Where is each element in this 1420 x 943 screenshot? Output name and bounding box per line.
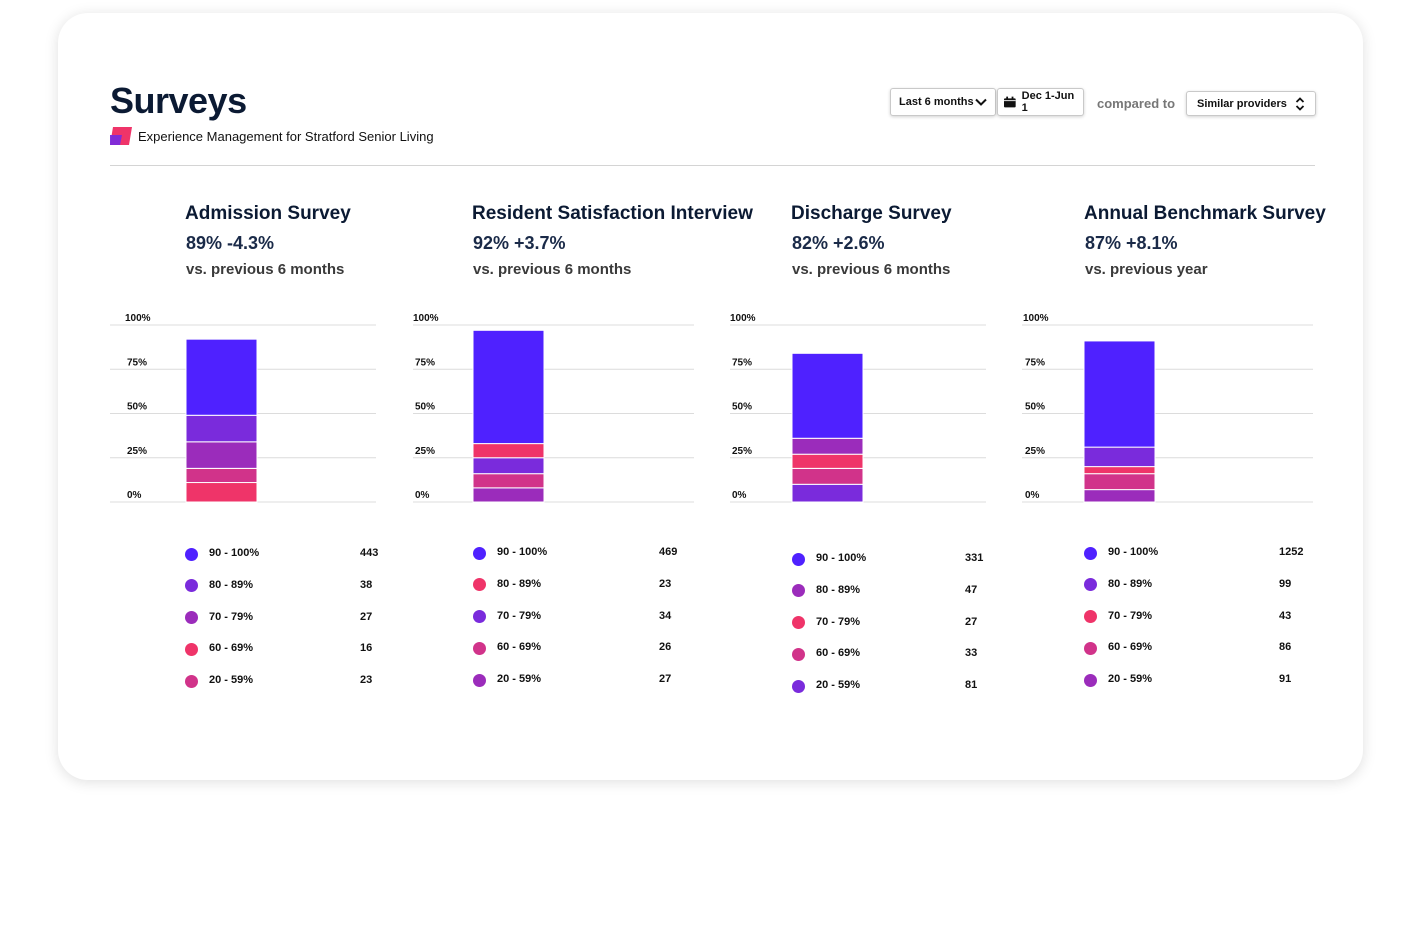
legend-label: 20 - 59% <box>816 679 861 691</box>
legend-label: 20 - 59% <box>1108 673 1153 685</box>
legend-count: 331 <box>965 552 984 564</box>
legend-label: 90 - 100% <box>497 546 548 558</box>
legend-dot-icon <box>1084 641 1097 655</box>
legend-label: 80 - 89% <box>209 578 254 591</box>
legend-label: 70 - 79% <box>497 609 542 622</box>
header-divider <box>110 165 1315 166</box>
legend-label: 90 - 100% <box>209 547 260 559</box>
legend-count: 33 <box>965 647 978 660</box>
survey-title: Admission Survey <box>185 203 351 224</box>
legend-dot-icon <box>792 679 805 693</box>
legend-dot-icon <box>473 546 486 560</box>
legend-count: 43 <box>1279 609 1292 622</box>
legend-label: 70 - 79% <box>209 610 254 623</box>
legend-count: 81 <box>965 679 978 691</box>
period-dropdown[interactable]: Last 6 months <box>890 88 996 116</box>
legend-dot-icon <box>792 552 805 566</box>
legend-dot-icon <box>1084 578 1097 592</box>
survey-score: 92% +3.7% <box>473 233 566 253</box>
page-subtitle: Experience Management for Stratford Seni… <box>138 128 434 144</box>
date-range-button[interactable]: Dec 1-Jun 1 <box>997 88 1084 116</box>
compare-select-value: Similar providers <box>1197 97 1287 110</box>
legend-count: 91 <box>1279 673 1292 685</box>
survey-title: Annual Benchmark Survey <box>1084 203 1326 224</box>
legend-count: 27 <box>965 615 978 628</box>
legend-label: 20 - 59% <box>497 673 542 685</box>
legend-label: 90 - 100% <box>1108 546 1159 558</box>
legend-dot-icon <box>1084 610 1097 623</box>
legend-count: 99 <box>1279 577 1292 590</box>
calendar-icon <box>1004 96 1016 108</box>
legend-count: 26 <box>659 641 672 654</box>
legend-label: 60 - 69% <box>497 641 542 654</box>
legend-dot-icon <box>473 673 486 687</box>
survey-score: 82% +2.6% <box>792 233 885 253</box>
legend-count: 27 <box>659 673 672 685</box>
legend-count: 16 <box>360 642 373 655</box>
survey-comparison: vs. previous 6 months <box>186 261 345 278</box>
legend-dot-icon <box>473 578 486 592</box>
legend-label: 60 - 69% <box>1108 641 1153 654</box>
survey-comparison: vs. previous 6 months <box>792 261 951 278</box>
survey-title: Discharge Survey <box>791 203 952 224</box>
legend-dot-icon <box>185 674 198 688</box>
subtitle-row: Experience Management for Stratford Seni… <box>110 127 434 145</box>
survey-score: 87% +8.1% <box>1085 233 1178 253</box>
date-range-label: Dec 1-Jun 1 <box>1021 90 1075 114</box>
legend-count: 47 <box>965 583 978 596</box>
legend-dot-icon <box>1084 546 1097 560</box>
legend-count: 443 <box>360 547 379 559</box>
legend-dot-icon <box>185 579 198 593</box>
legend-label: 60 - 69% <box>209 642 254 655</box>
period-dropdown-label: Last 6 months <box>899 96 974 108</box>
legend-count: 23 <box>659 577 672 590</box>
legend-count: 34 <box>659 609 672 622</box>
legend-dot-icon <box>792 584 805 598</box>
survey-title: Resident Satisfaction Interview <box>472 203 753 224</box>
legend-count: 86 <box>1279 641 1292 654</box>
legend-dot-icon <box>792 616 805 629</box>
survey-score: 89% -4.3% <box>186 233 275 253</box>
legend-dot-icon <box>792 647 805 661</box>
legend-dot-icon <box>473 641 486 655</box>
sort-arrows-icon <box>1295 96 1305 111</box>
chevron-down-icon <box>975 98 987 106</box>
legend-dot-icon <box>185 547 198 561</box>
survey-comparison: vs. previous year <box>1085 261 1208 278</box>
legend-dot-icon <box>473 610 486 623</box>
legend-count: 27 <box>360 610 373 623</box>
legend-count: 469 <box>659 546 678 558</box>
legend-label: 70 - 79% <box>1108 609 1153 622</box>
legend-label: 20 - 59% <box>209 674 254 686</box>
legend-label: 80 - 89% <box>1108 577 1153 590</box>
brand-logo-icon <box>110 127 132 145</box>
compared-to-label: compared to <box>1097 96 1176 111</box>
legend-count: 23 <box>360 674 373 686</box>
legend-count: 1252 <box>1279 546 1304 558</box>
legend-label: 90 - 100% <box>816 552 867 564</box>
legend-dot-icon <box>185 611 198 624</box>
legend-dot-icon <box>185 642 198 656</box>
survey-comparison: vs. previous 6 months <box>473 261 632 278</box>
legend-count: 38 <box>360 578 373 591</box>
legend-label: 80 - 89% <box>497 577 542 590</box>
legend-label: 70 - 79% <box>816 615 861 628</box>
page-title: Surveys <box>110 80 247 121</box>
legend-dot-icon <box>1084 673 1097 687</box>
compare-select[interactable]: Similar providers <box>1186 91 1316 116</box>
legend-label: 80 - 89% <box>816 583 861 596</box>
legend-label: 60 - 69% <box>816 647 861 660</box>
